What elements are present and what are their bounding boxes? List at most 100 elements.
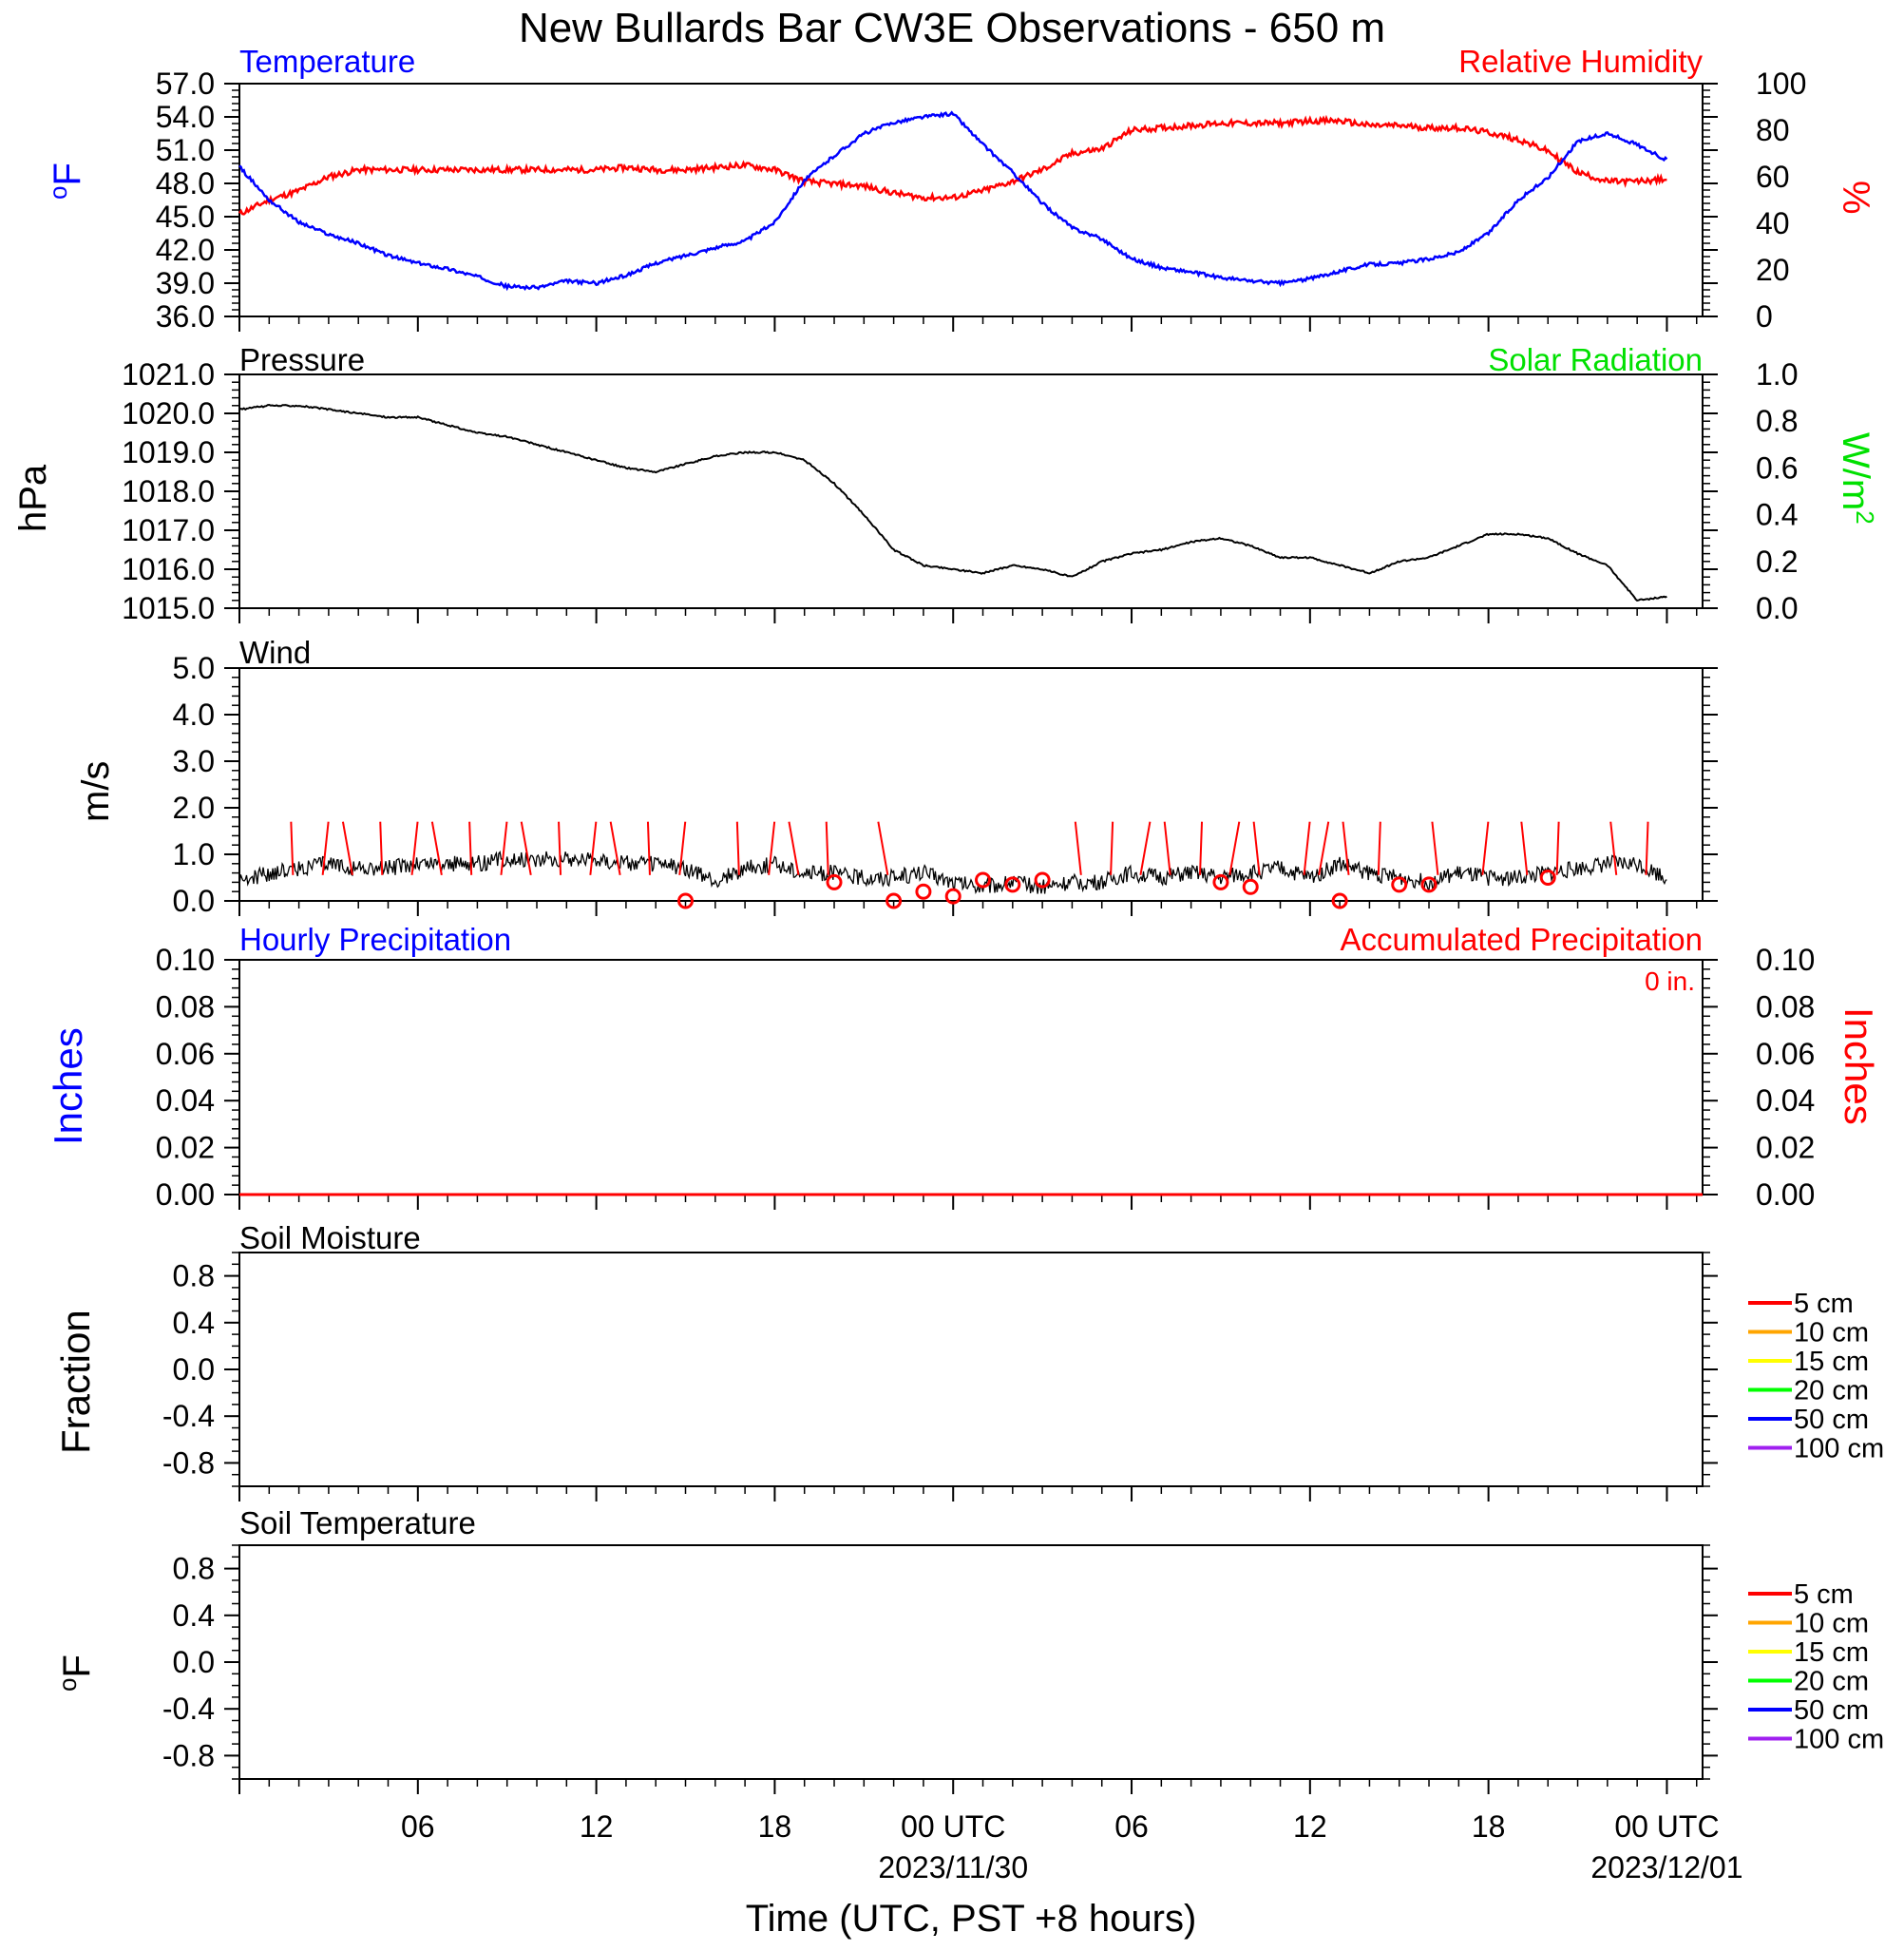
pressure-tick-label: 1016.0: [122, 552, 215, 586]
panel-soil-temperature: Soil Temperature oF 0.8 0.4 0.0 -0.4 -0.8 5 …: [53, 1505, 1884, 1794]
precip-frame: [238, 959, 1704, 1195]
wind-barb: [1074, 821, 1082, 875]
pressure-tick-label: 1019.0: [122, 435, 215, 469]
wind-barb: [589, 821, 598, 875]
temperature-unit-label: oF: [44, 163, 88, 200]
legend-label: 100 cm: [1794, 1434, 1884, 1464]
wind-barb: [500, 821, 508, 875]
wind-barb: [1342, 821, 1350, 875]
wind-barb: [341, 821, 353, 875]
calm-wind-marker: [677, 892, 695, 909]
panel-pressure-solar: Pressure Solar Radiation hPa W/m2 1021.0…: [12, 342, 1879, 625]
wind-tick-label: 2.0: [173, 791, 215, 825]
temperature-title: Temperature: [239, 44, 415, 79]
pressure-tick-label: 1015.0: [122, 591, 215, 625]
x-tick-label: 00 UTC: [901, 1809, 1005, 1844]
calm-wind-marker: [1331, 892, 1348, 909]
temperature-right-tick-label: 60: [1756, 160, 1790, 194]
legend-label: 10 cm: [1794, 1609, 1869, 1639]
wind-barb: [410, 821, 419, 875]
x-tick-label: 06: [1114, 1809, 1149, 1844]
temperature-line: [238, 110, 1668, 292]
soil-moisture-unit: Fraction: [53, 1310, 98, 1454]
wind-barb: [609, 821, 621, 875]
precip-tick-label: 0.10: [156, 943, 215, 977]
calm-wind-marker: [944, 888, 962, 905]
wind-barb: [1228, 821, 1241, 875]
legend-label: 15 cm: [1794, 1347, 1869, 1377]
pressure-tick-label: 1018.0: [122, 474, 215, 508]
precip-right-tick-label: 0.10: [1756, 943, 1815, 977]
temperature-tick-label: 51.0: [156, 133, 215, 167]
pressure-right-tick-label: 0.6: [1756, 450, 1798, 485]
soil-moisture-tick-label: 0.0: [173, 1352, 215, 1387]
temperature-right-tick-label: 20: [1756, 253, 1790, 287]
pressure-right-tick-label: 0.4: [1756, 498, 1798, 532]
svg-text:oF: oF: [53, 1655, 98, 1692]
svg-text:W/m2: W/m2: [1835, 432, 1879, 525]
humidity-title: Relative Humidity: [1458, 44, 1703, 79]
temperature-unit: o: [44, 186, 72, 200]
legend-label: 15 cm: [1794, 1637, 1869, 1668]
wind-barb: [430, 821, 443, 875]
panel-temperature-humidity: Temperature Relative Humidity oF % 57.05…: [44, 44, 1876, 334]
pressure-title: Pressure: [239, 342, 365, 377]
wind-barb: [379, 821, 384, 875]
soil-temperature-title: Soil Temperature: [239, 1505, 476, 1540]
precip-tick-label: 0.02: [156, 1131, 215, 1165]
calm-wind-marker: [975, 871, 992, 889]
soil-temperature-tick-label: -0.4: [162, 1692, 215, 1726]
wind-barb: [1645, 821, 1649, 875]
temperature-tick-label: 42.0: [156, 233, 215, 267]
humidity-line: [238, 114, 1667, 216]
legend-label: 50 cm: [1794, 1695, 1869, 1726]
precip-right-tick-label: 0.08: [1756, 989, 1815, 1023]
accum-precip-value: 0 in.: [1645, 966, 1695, 996]
wind-barb: [321, 821, 330, 875]
legend-label: 5 cm: [1794, 1289, 1854, 1319]
wind-plot: [238, 821, 1667, 909]
wind-frame: [238, 667, 1704, 902]
pressure-tick-label: 1020.0: [122, 396, 215, 430]
pressure-right-tick-label: 0.8: [1756, 404, 1798, 438]
soil-moisture-title: Soil Moisture: [239, 1220, 421, 1255]
svg-text:oF: oF: [44, 163, 88, 200]
calm-wind-marker: [885, 892, 903, 909]
panel-wind: Wind m/s 5.0 4.0 3.0 2.0 1.0 0.0: [75, 635, 1718, 918]
legend-label: 10 cm: [1794, 1318, 1869, 1348]
calm-wind-marker: [1212, 873, 1229, 890]
wind-tick-label: 3.0: [173, 744, 215, 778]
wind-barb: [646, 821, 651, 875]
calm-wind-marker: [1420, 876, 1438, 893]
temperature-tick-label: 48.0: [156, 166, 215, 201]
precipitation-axes: 0.10 0.08 0.06 0.04 0.02 0.00 0.10 0.08 0.06 0.04…: [156, 943, 1816, 1212]
wind-barb: [1199, 821, 1204, 875]
x-tick-date: 2023/12/01: [1590, 1850, 1742, 1884]
wind-tick-label: 1.0: [173, 837, 215, 871]
wind-barb: [1303, 821, 1311, 875]
wind-barb: [678, 821, 687, 875]
accum-precip-unit: Inches: [1837, 1007, 1881, 1125]
accum-precip-title: Accumulated Precipitation: [1340, 922, 1703, 957]
wind-barb: [1110, 821, 1114, 875]
wind-barb: [558, 821, 562, 875]
calm-wind-marker: [1539, 870, 1556, 886]
pressure-frame: [238, 373, 1704, 609]
pressure-unit: hPa: [12, 464, 54, 532]
solar-unit-exponent: 2: [1851, 510, 1879, 524]
soil-temperature-tick-label: -0.8: [162, 1738, 215, 1772]
wind-barb: [788, 821, 800, 875]
soil-temperature-tick-label: 0.4: [173, 1598, 215, 1633]
wind-barb: [1609, 821, 1618, 875]
calm-wind-marker: [915, 883, 932, 900]
wind-tick-label: 0.0: [173, 884, 215, 918]
temperature-right-tick-label: 80: [1756, 113, 1790, 147]
temperature-tick-label: 39.0: [156, 266, 215, 300]
temperature-right-tick-label: 100: [1756, 67, 1806, 101]
pressure-axes: 1021.0 1020.0 1019.0 1018.0 1017.0 1016.0 1015…: [122, 357, 1798, 625]
wind-barb: [768, 821, 776, 875]
soil-moisture-frame: [238, 1252, 1704, 1487]
pressure-plot: [238, 403, 1667, 602]
soil-moisture-tick-label: -0.8: [162, 1445, 215, 1480]
wind-barb: [1252, 821, 1261, 875]
